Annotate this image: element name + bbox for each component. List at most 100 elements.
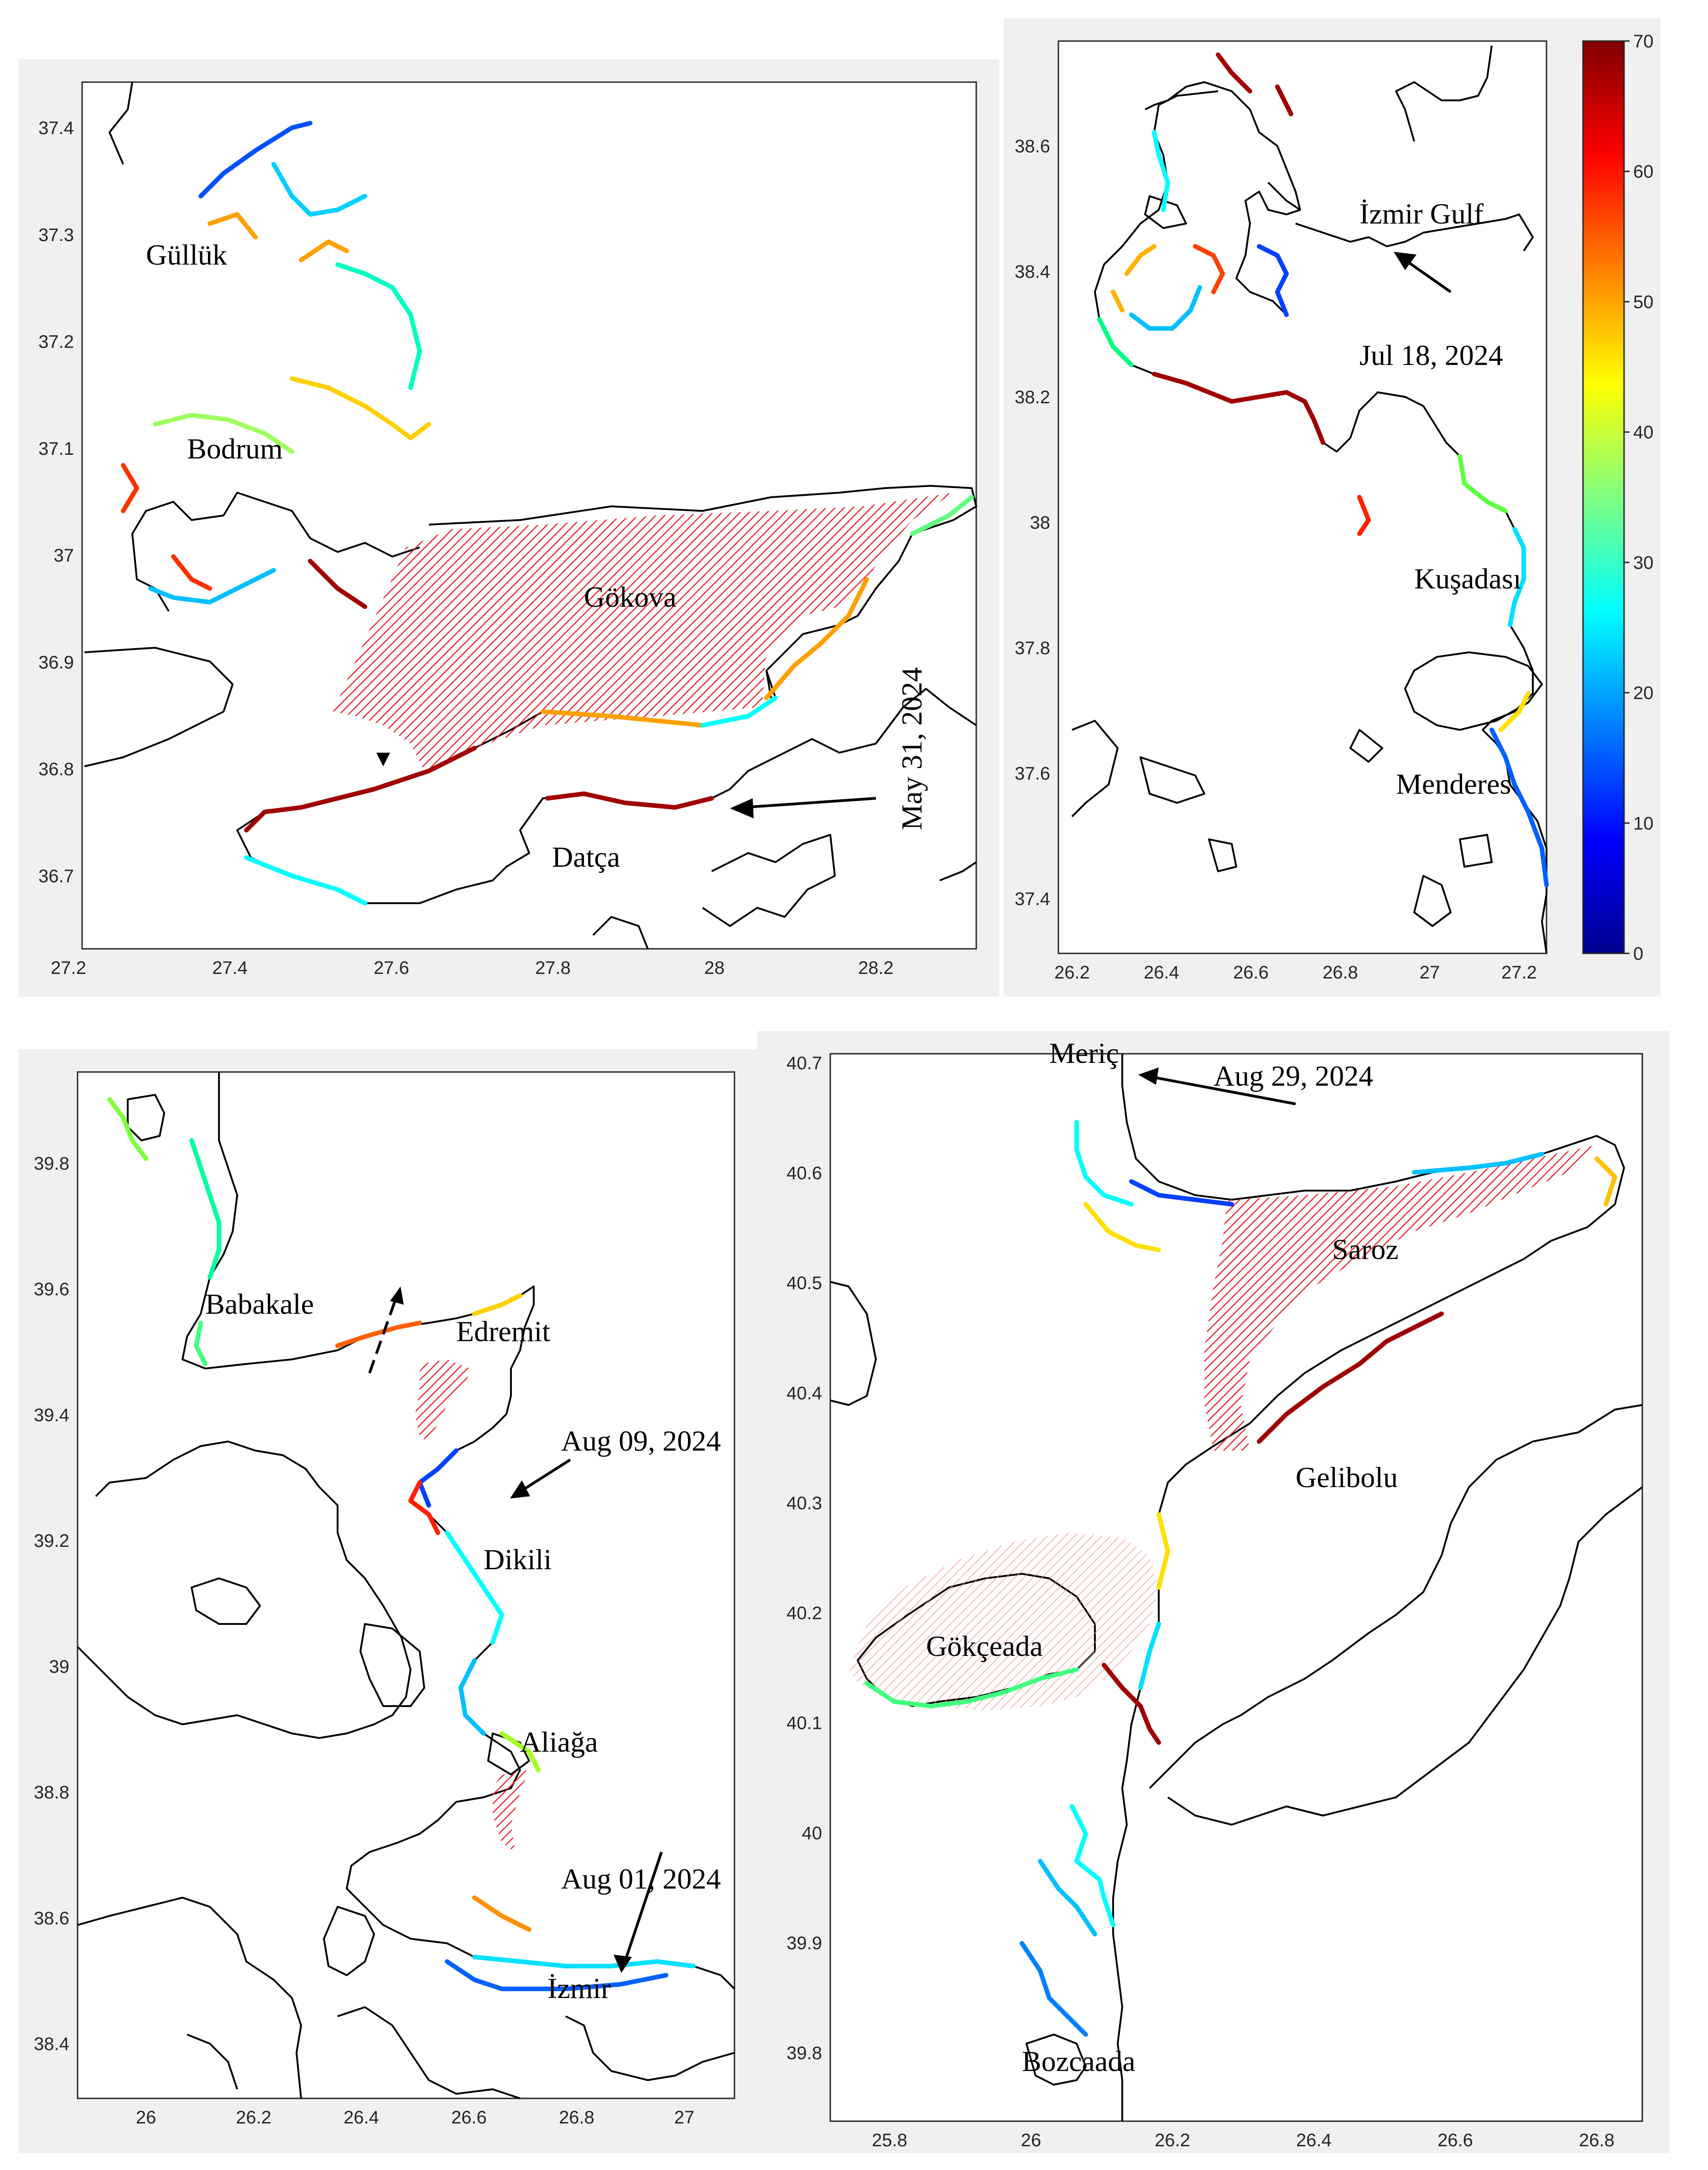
colorbar-tick-label: 0 — [1633, 944, 1643, 964]
x-tick-label: 26 — [136, 2108, 156, 2128]
map-saroz: 25.8 26 26.2 26.4 26.6 26.8 39.8 39.9 40 40.1 40.… — [786, 1037, 1643, 2150]
x-tick-label: 26.4 — [1296, 2130, 1332, 2150]
survey-track — [864, 1667, 1079, 1708]
survey-track — [458, 1658, 486, 1736]
survey-track — [1594, 1156, 1617, 1207]
y-tick-label: 38.4 — [1015, 262, 1050, 282]
y-tick-label: 38.8 — [34, 1783, 69, 1803]
survey-track — [121, 463, 212, 591]
arrowhead — [614, 1955, 632, 1973]
hatched-area-edremit — [415, 1359, 470, 1441]
y-tick-label: 40.6 — [786, 1163, 822, 1183]
y-tick-label: 36.9 — [38, 652, 74, 672]
survey-track — [244, 559, 714, 833]
map-gokova: 27.2 27.4 27.6 27.8 28 28.2 36.7 36.8 36.9 37 37.… — [38, 81, 977, 978]
x-tick-label: 26.4 — [344, 2108, 379, 2128]
place-label-izmir: İzmir — [547, 1972, 611, 2004]
survey-track — [417, 1448, 458, 1508]
survey-track — [244, 696, 778, 905]
x-tick-label: 27.4 — [212, 958, 248, 978]
date-label: May 31, 2024 — [896, 667, 928, 830]
survey-track — [1499, 691, 1531, 732]
survey-track — [1097, 317, 1134, 367]
x-tick-label: 27 — [674, 2108, 695, 2128]
x-tick-label: 26.6 — [1437, 2130, 1473, 2150]
place-label-meric: Meriç — [1049, 1037, 1119, 1069]
survey-track — [500, 1731, 541, 1772]
survey-track — [153, 413, 294, 454]
x-tick-label: 26.4 — [1144, 963, 1179, 983]
place-label-edremit: Edremit — [456, 1315, 550, 1348]
place-label-gokova: Gökova — [584, 581, 677, 613]
x-tick-label: 26.6 — [1233, 963, 1269, 983]
plot-area — [1057, 40, 1547, 954]
x-tick-label: 27.6 — [374, 958, 409, 978]
y-tick-label: 38.6 — [34, 1908, 69, 1928]
date-label: Aug 09, 2024 — [561, 1425, 721, 1457]
survey-track — [1129, 1179, 1234, 1207]
survey-track — [1257, 1311, 1444, 1444]
arrowhead — [390, 1286, 404, 1305]
x-tick-label: 27.2 — [1501, 963, 1537, 983]
y-tick-label: 40 — [802, 1823, 823, 1843]
colorbar — [1582, 40, 1625, 954]
y-tick-label: 37.2 — [38, 332, 74, 352]
y-tick-label: 39.8 — [34, 1154, 69, 1174]
survey-track — [1152, 52, 1325, 445]
survey-track — [335, 262, 422, 390]
map-panel-izmir-gulf: 26.2 26.4 26.6 26.8 27 27.2 37.4 37.6 37.8 38 38.… — [1004, 18, 1661, 997]
survey-track — [271, 162, 367, 217]
y-tick-label: 40.4 — [786, 1383, 822, 1403]
x-tick-labels: 25.8 26 26.2 26.4 26.6 26.8 — [872, 2130, 1614, 2150]
y-tick-label: 39.9 — [786, 1933, 822, 1953]
x-tick-label: 27.8 — [535, 958, 571, 978]
survey-track — [1458, 454, 1508, 513]
y-tick-label: 40.1 — [786, 1713, 822, 1733]
place-label-gelibolu: Gelibolu — [1296, 1461, 1398, 1494]
colorbar-tick-label: 60 — [1633, 162, 1654, 182]
survey-track — [1102, 1663, 1161, 1745]
survey-track — [472, 1293, 522, 1316]
date-arrow — [519, 1458, 571, 1493]
place-label-saroz: Saroz — [1332, 1233, 1399, 1265]
arrowhead — [1138, 1067, 1159, 1085]
y-tick-labels: 38.4 38.6 38.8 39 39.2 39.4 39.6 39.8 — [34, 1154, 69, 2054]
y-tick-label: 38.4 — [34, 2034, 69, 2054]
place-label-datca: Datça — [552, 841, 620, 873]
date-label: Aug 01, 2024 — [561, 1863, 721, 1895]
survey-track — [194, 1321, 208, 1366]
place-label-kusadasi: Kuşadası — [1414, 562, 1521, 595]
place-label-gokceada: Gökçeada — [926, 1630, 1043, 1662]
place-label-gulluk: Güllük — [146, 239, 227, 271]
y-tick-label: 36.8 — [38, 760, 74, 780]
place-label-babakale: Babakale — [205, 1288, 314, 1320]
survey-track — [1111, 244, 1156, 312]
survey-track — [445, 1959, 668, 1991]
map-panel-gokova: 27.2 27.4 27.6 27.8 28 28.2 36.7 36.8 36.9 37 37.… — [18, 59, 999, 997]
y-tick-label: 40.7 — [786, 1053, 822, 1073]
y-tick-labels: 39.8 39.9 40 40.1 40.2 40.3 40.4 40.5 40.6 40.7 — [786, 1053, 822, 2063]
date-label: Jul 18, 2024 — [1359, 339, 1503, 371]
survey-track — [1152, 130, 1170, 212]
survey-track — [1193, 244, 1225, 294]
date-arrow — [1404, 259, 1452, 293]
map-izmir-gulf: 26.2 26.4 26.6 26.8 27 27.2 37.4 37.6 37.8 38 38.… — [1015, 31, 1654, 983]
date-arrow — [1149, 1075, 1296, 1105]
arrowhead — [730, 798, 754, 818]
y-tick-label: 39.8 — [786, 2043, 822, 2063]
survey-track — [335, 1321, 422, 1348]
survey-track — [1038, 1859, 1097, 1936]
x-tick-label: 26.2 — [236, 2108, 271, 2128]
hatched-area-gokova — [333, 493, 953, 771]
y-tick-label: 37.4 — [1015, 889, 1050, 909]
survey-track — [198, 121, 312, 198]
colorbar-tick-label: 30 — [1633, 553, 1654, 573]
y-tick-label: 39.2 — [34, 1531, 69, 1551]
survey-track — [1156, 1512, 1170, 1590]
colorbar-tick-label: 20 — [1633, 683, 1654, 703]
hatched-area-saroz — [1204, 1145, 1597, 1451]
survey-track — [148, 568, 276, 604]
place-label-izmir-gulf: İzmir Gulf — [1359, 198, 1484, 230]
coastline — [830, 1054, 1643, 2121]
map-panel-saroz: 25.8 26 26.2 26.4 26.6 26.8 39.8 39.9 40 40.1 40.… — [757, 1031, 1670, 2153]
